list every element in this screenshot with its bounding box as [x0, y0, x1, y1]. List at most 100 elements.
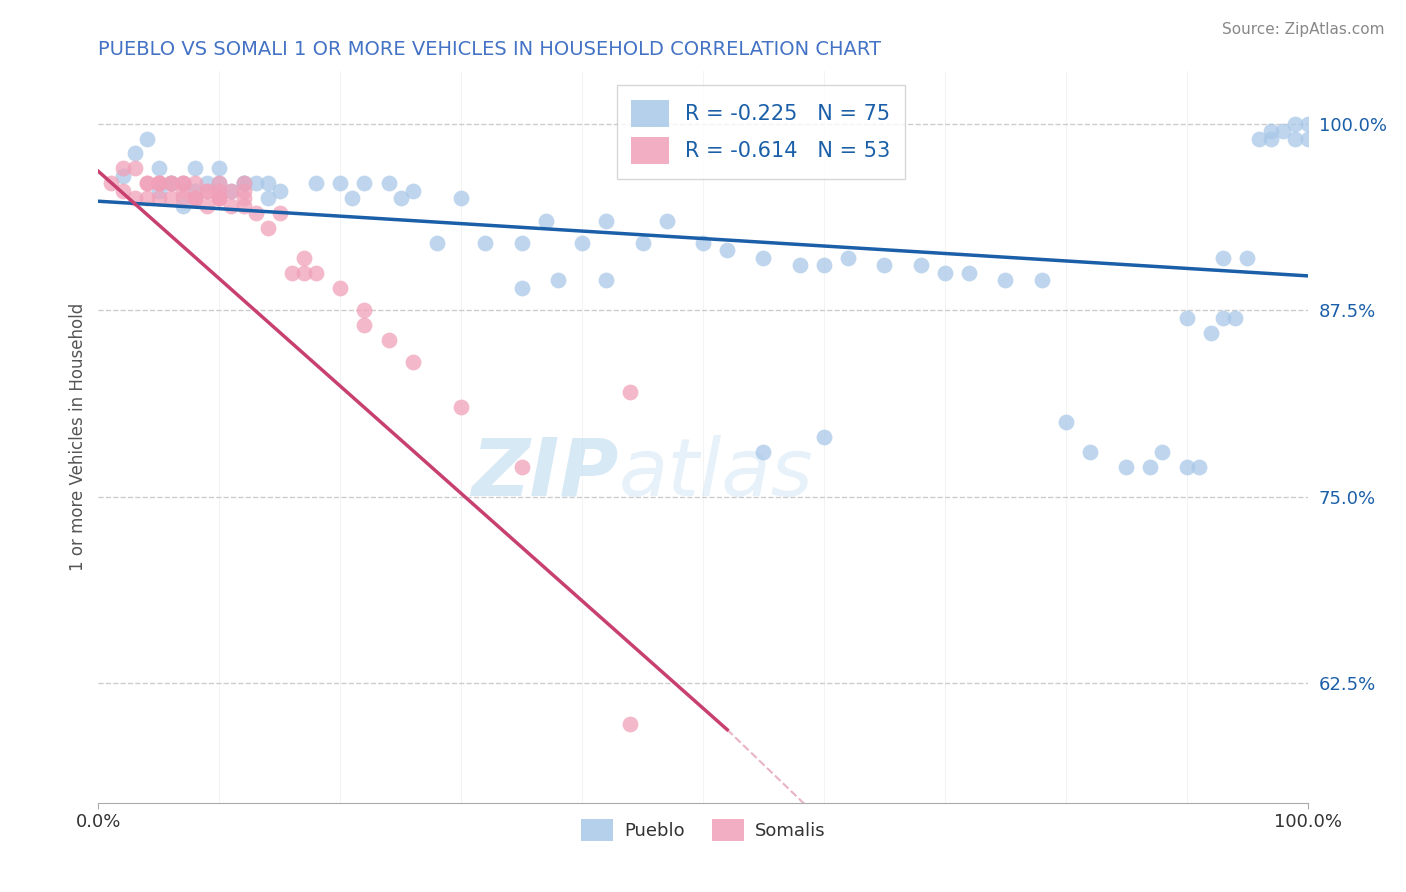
Point — [111, 184, 134, 198]
Point — [1212, 251, 1234, 265]
Point — [221, 184, 243, 198]
Point — [111, 161, 134, 176]
Point — [934, 266, 956, 280]
Point — [292, 266, 315, 280]
Point — [195, 184, 218, 198]
Point — [353, 303, 375, 318]
Point — [245, 206, 267, 220]
Point — [135, 131, 157, 145]
Point — [342, 191, 364, 205]
Point — [1054, 415, 1077, 429]
Point — [208, 191, 231, 205]
Legend: Pueblo, Somalis: Pueblo, Somalis — [574, 812, 832, 848]
Point — [377, 177, 399, 191]
Point — [184, 191, 207, 205]
Text: PUEBLO VS SOMALI 1 OR MORE VEHICLES IN HOUSEHOLD CORRELATION CHART: PUEBLO VS SOMALI 1 OR MORE VEHICLES IN H… — [98, 39, 882, 59]
Point — [160, 177, 183, 191]
Point — [208, 177, 231, 191]
Point — [474, 235, 496, 250]
Point — [1031, 273, 1053, 287]
Point — [208, 191, 231, 205]
Point — [148, 177, 170, 191]
Point — [813, 430, 835, 444]
Point — [752, 445, 775, 459]
Point — [353, 318, 375, 332]
Point — [172, 177, 194, 191]
Point — [957, 266, 980, 280]
Point — [269, 184, 291, 198]
Point — [160, 177, 183, 191]
Text: ZIP: ZIP — [471, 434, 619, 513]
Point — [232, 184, 254, 198]
Point — [172, 199, 194, 213]
Point — [510, 281, 533, 295]
Point — [1139, 459, 1161, 474]
Point — [450, 191, 472, 205]
Point — [1175, 310, 1198, 325]
Point — [172, 177, 194, 191]
Point — [124, 161, 146, 176]
Point — [1212, 310, 1234, 325]
Point — [172, 177, 194, 191]
Point — [619, 385, 641, 400]
Point — [716, 244, 738, 258]
Point — [547, 273, 569, 287]
Point — [135, 177, 157, 191]
Point — [692, 235, 714, 250]
Point — [1078, 445, 1101, 459]
Point — [172, 191, 194, 205]
Point — [245, 177, 267, 191]
Point — [124, 191, 146, 205]
Point — [160, 177, 183, 191]
Point — [208, 177, 231, 191]
Point — [172, 184, 194, 198]
Point — [1260, 131, 1282, 145]
Point — [208, 184, 231, 198]
Point — [184, 191, 207, 205]
Point — [1284, 117, 1306, 131]
Point — [184, 161, 207, 176]
Point — [752, 251, 775, 265]
Point — [305, 177, 328, 191]
Point — [195, 184, 218, 198]
Point — [1199, 326, 1222, 340]
Point — [402, 184, 425, 198]
Point — [292, 251, 315, 265]
Point — [256, 177, 278, 191]
Point — [100, 177, 122, 191]
Point — [353, 177, 375, 191]
Point — [208, 161, 231, 176]
Point — [135, 191, 157, 205]
Point — [256, 221, 278, 235]
Point — [1223, 310, 1246, 325]
Point — [402, 355, 425, 369]
Point — [813, 259, 835, 273]
Point — [148, 177, 170, 191]
Point — [148, 161, 170, 176]
Point — [789, 259, 811, 273]
Point — [1260, 124, 1282, 138]
Point — [256, 191, 278, 205]
Point — [450, 401, 472, 415]
Point — [1296, 117, 1319, 131]
Point — [1249, 131, 1271, 145]
Point — [910, 259, 932, 273]
Point — [281, 266, 304, 280]
Point — [426, 235, 449, 250]
Text: Source: ZipAtlas.com: Source: ZipAtlas.com — [1222, 22, 1385, 37]
Point — [148, 177, 170, 191]
Point — [619, 716, 641, 731]
Point — [1296, 131, 1319, 145]
Point — [305, 266, 328, 280]
Point — [184, 177, 207, 191]
Point — [135, 177, 157, 191]
Point — [184, 191, 207, 205]
Point — [232, 177, 254, 191]
Point — [329, 177, 352, 191]
Point — [221, 184, 243, 198]
Point — [232, 199, 254, 213]
Point — [595, 213, 617, 227]
Point — [1175, 459, 1198, 474]
Text: atlas: atlas — [619, 434, 813, 513]
Point — [269, 206, 291, 220]
